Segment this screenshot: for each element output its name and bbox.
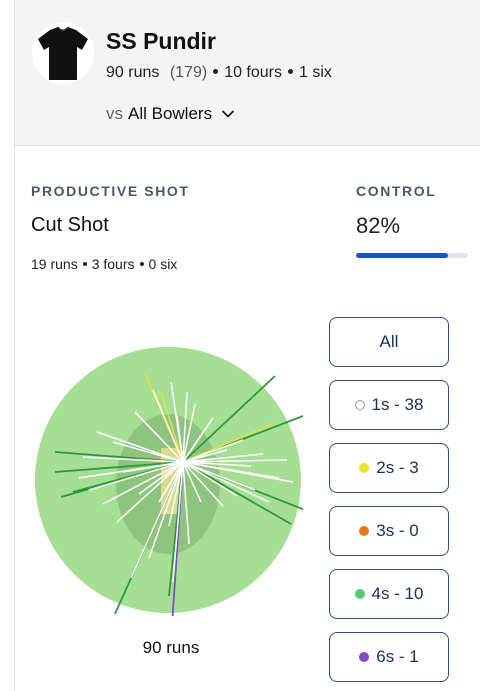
wagon-total-runs: 90 runs <box>142 638 200 657</box>
shot-line-1s <box>182 461 252 467</box>
filter-button[interactable]: 6s - 1 <box>329 632 449 682</box>
shot-line-1s <box>182 391 188 463</box>
filter-label: 6s - 1 <box>376 647 419 666</box>
shot-line-1s <box>130 461 184 579</box>
player-avatar <box>32 22 94 84</box>
player-runs: 90 runs <box>106 64 160 81</box>
shot-line-1s <box>102 461 184 505</box>
shot-line-1s <box>182 439 244 463</box>
filter-label: 1s - 38 <box>371 395 424 414</box>
shot-line-1s <box>182 461 238 497</box>
player-stats: 90 runs (179) 10 fours 1 six <box>106 64 332 82</box>
filter-color-dot <box>359 652 370 662</box>
bowler-selector-value: All Bowlers <box>128 104 213 123</box>
shot-line-1s <box>88 461 184 491</box>
shot-line-1s <box>182 461 190 545</box>
shot-line-1s <box>182 461 224 507</box>
chevron-down-icon <box>222 110 234 118</box>
filter-label: All <box>379 332 399 351</box>
filter-button[interactable]: 2s - 3 <box>329 443 449 493</box>
control-label: CONTROL <box>356 183 437 199</box>
shot-line-1s <box>182 459 288 463</box>
productive-shot-label: PRODUCTIVE SHOT <box>31 183 190 199</box>
shot-line-1s <box>182 417 214 463</box>
shot-line-1s <box>134 411 184 463</box>
shot-line-1s <box>148 461 184 559</box>
shot-line-1s <box>182 461 294 483</box>
shot-line-2s <box>182 423 274 463</box>
filter-color-dot <box>354 400 365 410</box>
shot-line-1s <box>182 461 270 503</box>
shot-line-1s <box>78 461 184 479</box>
shot-line-1s <box>168 461 184 527</box>
control-bar <box>356 253 468 258</box>
filter-button[interactable]: 1s - 38 <box>329 380 449 430</box>
player-name: SS Pundir <box>106 28 216 54</box>
shot-line-1s <box>172 461 184 583</box>
separator-dot <box>213 69 219 75</box>
shot-line-1s <box>182 403 196 463</box>
productive-shot-name: Cut Shot <box>31 214 109 236</box>
shot-line-1s <box>182 453 264 463</box>
filter-label: 4s - 10 <box>371 584 424 603</box>
player-header: SS Pundir 90 runs (179) 10 fours 1 six vs … <box>15 0 480 146</box>
shot-sixes: 0 six <box>148 256 178 272</box>
filter-color-dot <box>359 526 370 536</box>
player-fours: 10 fours <box>224 64 282 81</box>
player-sixes: 1 six <box>299 64 332 81</box>
filter-color-dot <box>354 589 365 599</box>
shot-line-4s <box>182 461 292 525</box>
shot-line-1s <box>176 415 184 463</box>
filter-label: 2s - 3 <box>376 458 419 477</box>
separator-dot <box>288 69 293 75</box>
shot-line-4s <box>182 375 276 463</box>
shot-line-1s <box>138 461 184 495</box>
bowler-selector[interactable]: vs All Bowlers <box>106 104 234 124</box>
control-bar-fill <box>356 253 448 258</box>
filter-button[interactable]: All <box>329 317 449 367</box>
jersey-icon <box>38 26 88 80</box>
shot-line-1s <box>182 461 202 503</box>
separator-dot <box>82 262 87 267</box>
productive-shot-stats: 19 runs 3 fours 0 six <box>31 256 177 272</box>
shot-line-1s <box>82 456 184 463</box>
shot-line-4s <box>54 461 184 473</box>
separator-dot <box>139 262 144 267</box>
shot-runs: 19 runs <box>31 256 78 272</box>
shot-line-1s <box>152 389 184 463</box>
wagon-wheel <box>35 347 303 616</box>
shot-line-1s <box>182 461 256 491</box>
filter-label: 3s - 0 <box>376 521 419 540</box>
shot-line-1s <box>116 461 184 523</box>
shot-fours: 3 fours <box>91 256 135 272</box>
batter-card: SS Pundir 90 runs (179) 10 fours 1 six vs … <box>14 0 480 691</box>
filter-button[interactable]: 3s - 0 <box>329 506 449 556</box>
control-value: 82% <box>356 213 401 238</box>
filter-button[interactable]: 4s - 10 <box>329 569 449 619</box>
shot-line-2s <box>160 391 184 463</box>
filter-color-dot <box>359 463 370 473</box>
player-balls: (179) <box>169 64 208 81</box>
shot-line-1s <box>96 431 184 463</box>
shot-line-1s <box>158 461 184 503</box>
run-filter-list: All 1s - 38 2s - 3 3s - 0 4s - 10 6s - 1 <box>329 317 449 691</box>
vs-prefix: vs <box>106 104 123 123</box>
